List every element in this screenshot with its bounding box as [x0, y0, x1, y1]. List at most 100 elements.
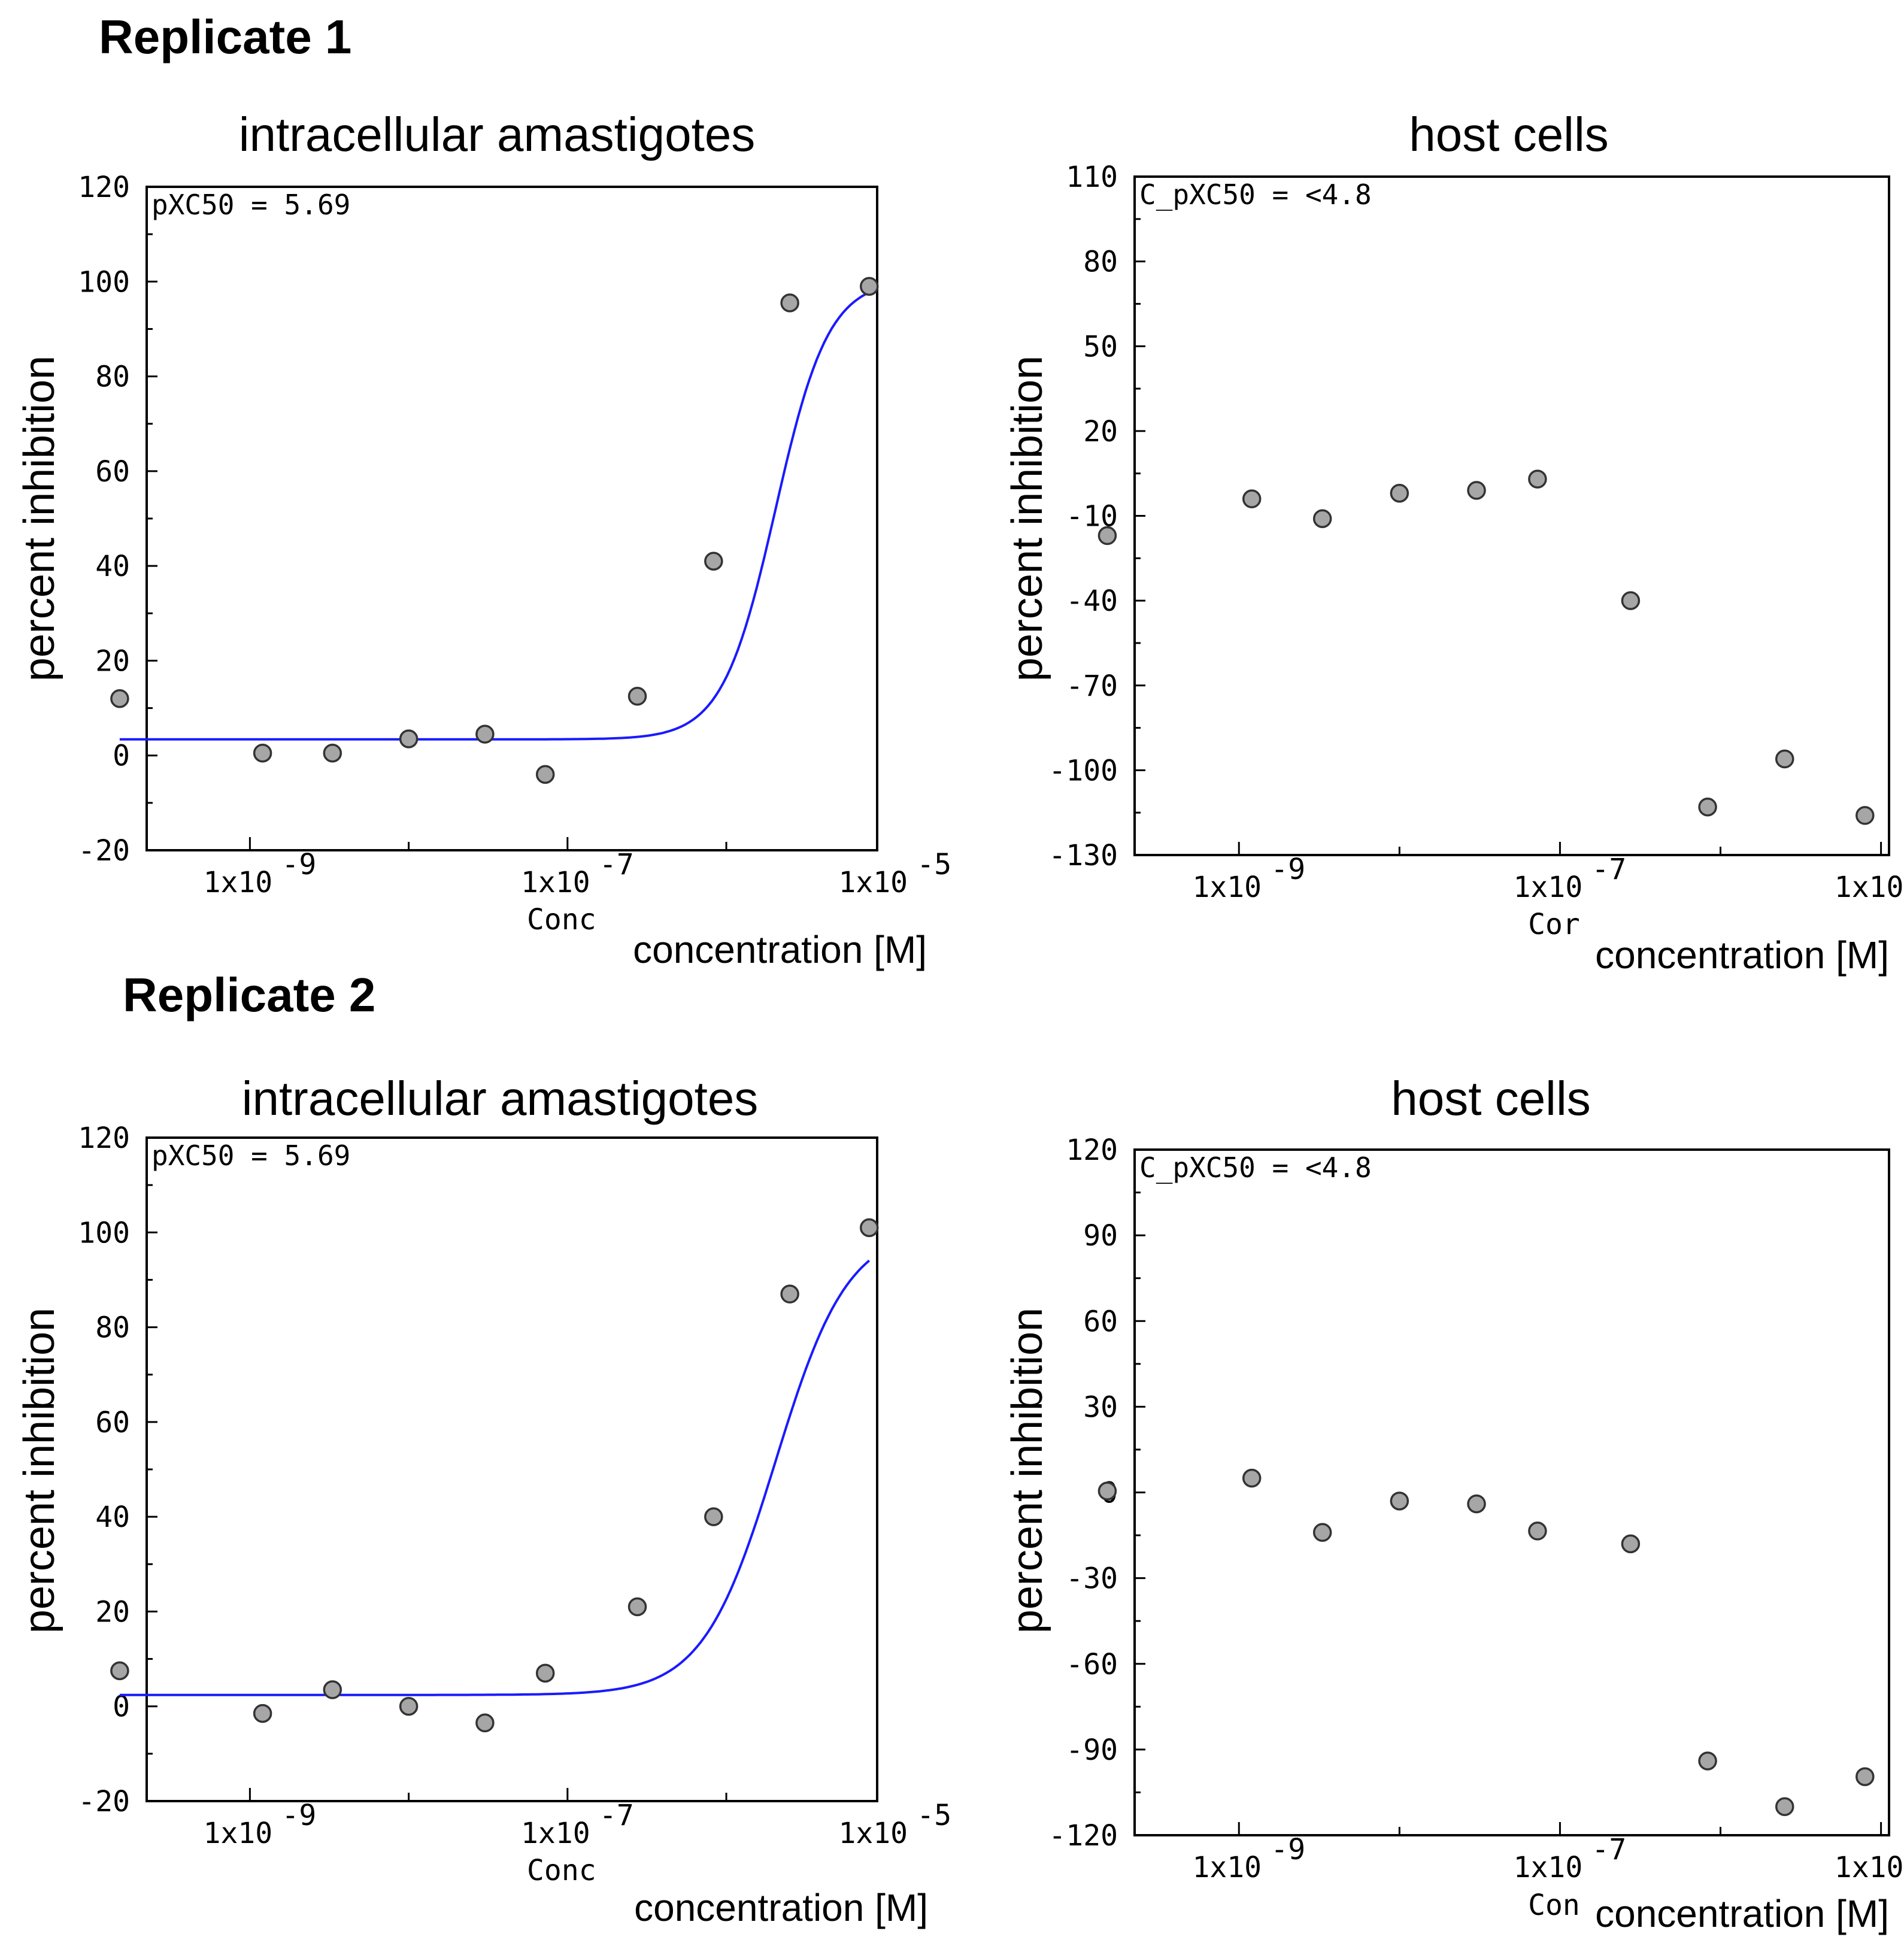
y-tick-label: 60 — [95, 455, 130, 489]
chart-title: intracellular amastigotes — [239, 108, 756, 161]
data-point — [1621, 1534, 1641, 1554]
plot-frame — [1133, 1148, 1890, 1836]
chart-panel-4: host cells percent inhibition concentratio… — [1003, 1072, 1904, 1935]
pxc50-annotation: pXC50 = 5.69 — [151, 189, 350, 221]
y-tick-label: 20 — [1083, 415, 1118, 448]
y-tick-label: 120 — [1066, 1133, 1118, 1167]
y-tick-label: 80 — [95, 360, 130, 394]
data-point — [1390, 483, 1409, 503]
fit-curve — [119, 1259, 871, 1696]
chart-panel-2: host cells percent inhibition concentratio… — [1003, 108, 1904, 977]
data-point — [323, 744, 342, 763]
x-axis-label: concentration [M] — [634, 1886, 928, 1929]
data-point — [1698, 797, 1717, 817]
x-tick-label: 1x10 — [1835, 1851, 1904, 1884]
data-point — [1856, 806, 1875, 825]
y-tick-label: 90 — [1083, 1219, 1118, 1253]
data-point — [704, 551, 723, 571]
y-tick-label: 80 — [1083, 245, 1118, 279]
data-point — [1390, 1492, 1409, 1511]
y-tick-label: 100 — [78, 265, 130, 299]
y-tick-label: -60 — [1066, 1648, 1118, 1681]
x-tick-exponent: -9 — [281, 848, 316, 881]
y-tick-label: 120 — [78, 171, 130, 204]
y-tick-label: -40 — [1066, 584, 1118, 618]
plot-frame — [1133, 175, 1890, 856]
y-tick-label: 40 — [95, 1501, 130, 1534]
axis-caption: Con — [1528, 1889, 1580, 1922]
x-tick-exponent: -9 — [281, 1799, 316, 1832]
pxc50-annotation: C_pXC50 = <4.8 — [1139, 1151, 1372, 1184]
data-point — [627, 1597, 647, 1617]
y-tick-label: 60 — [95, 1406, 130, 1439]
x-tick-label: 1x10 — [1835, 871, 1904, 904]
data-point — [475, 725, 495, 744]
chart-panel-3: intracellular amastigotes percent inhibit… — [16, 1072, 951, 1929]
x-tick-exponent: -7 — [599, 1799, 634, 1832]
plot-frame — [145, 1136, 878, 1802]
x-tick-exponent: -5 — [917, 848, 951, 881]
y-axis-label: percent inhibition — [1003, 356, 1051, 681]
x-axis-label: concentration [M] — [633, 928, 927, 971]
y-tick-label: -90 — [1066, 1733, 1118, 1767]
x-tick-label: 1x10 — [204, 866, 273, 899]
x-tick-label: 1x10 — [521, 1817, 590, 1850]
data-point — [1242, 1468, 1262, 1488]
data-point — [859, 1218, 879, 1238]
y-tick-label: 100 — [78, 1216, 130, 1250]
data-point — [399, 1696, 419, 1716]
y-axis-label: percent inhibition — [16, 1308, 63, 1633]
y-axis-label: percent inhibition — [1003, 1308, 1051, 1633]
y-tick-label: -30 — [1066, 1562, 1118, 1596]
axis-caption: Cor — [1528, 908, 1580, 941]
x-tick-label: 1x10 — [1192, 1851, 1262, 1884]
data-point — [627, 687, 647, 706]
y-tick-label: -20 — [78, 834, 130, 868]
data-point — [253, 744, 272, 763]
y-tick-label: 0 — [113, 739, 130, 773]
data-point — [1242, 489, 1262, 508]
data-point — [110, 689, 129, 708]
x-tick-exponent: -9 — [1271, 1833, 1305, 1866]
data-point — [780, 1284, 799, 1304]
y-tick-label: 80 — [95, 1311, 130, 1345]
y-tick-label: 20 — [95, 1595, 130, 1629]
axis-caption: Conc — [527, 903, 596, 936]
x-tick-label: 1x10 — [838, 1817, 908, 1850]
y-tick-label: -70 — [1066, 669, 1118, 703]
y-tick-label: -20 — [78, 1785, 130, 1818]
x-axis-label: concentration [M] — [1595, 1892, 1889, 1935]
data-point — [1856, 1767, 1875, 1786]
data-point — [1312, 1523, 1332, 1542]
x-axis-label: concentration [M] — [1595, 933, 1889, 977]
data-point — [1467, 481, 1486, 500]
replicate-2-label: Replicate 2 — [123, 968, 376, 1022]
pxc50-annotation: pXC50 = 5.69 — [151, 1139, 350, 1172]
y-tick-label: 20 — [95, 644, 130, 678]
x-tick-label: 1x10 — [521, 866, 590, 899]
y-tick-label: -100 — [1048, 754, 1118, 787]
x-tick-label: 1x10 — [204, 1817, 273, 1850]
data-point — [1775, 1797, 1794, 1817]
chart-title: host cells — [1409, 108, 1608, 161]
y-tick-label: 50 — [1083, 330, 1118, 363]
x-tick-label: 1x10 — [838, 866, 908, 899]
data-point — [1698, 1751, 1717, 1771]
fit-curve — [119, 291, 870, 741]
data-point — [1097, 526, 1117, 545]
data-point — [475, 1713, 495, 1733]
data-point — [704, 1507, 723, 1526]
x-tick-exponent: -9 — [1271, 853, 1305, 886]
chart-panel-1: intracellular amastigotes percent inhibit… — [16, 108, 951, 971]
data-point — [535, 765, 555, 784]
y-tick-label: 60 — [1083, 1305, 1118, 1338]
chart-title: intracellular amastigotes — [242, 1072, 759, 1125]
x-tick-exponent: -7 — [599, 848, 634, 881]
y-tick-label: -130 — [1048, 839, 1118, 872]
y-tick-label: 120 — [78, 1121, 130, 1155]
x-tick-exponent: -5 — [917, 1799, 951, 1832]
x-tick-exponent: -7 — [1592, 853, 1627, 886]
data-point — [1467, 1494, 1486, 1514]
x-tick-label: 1x10 — [1192, 871, 1262, 904]
